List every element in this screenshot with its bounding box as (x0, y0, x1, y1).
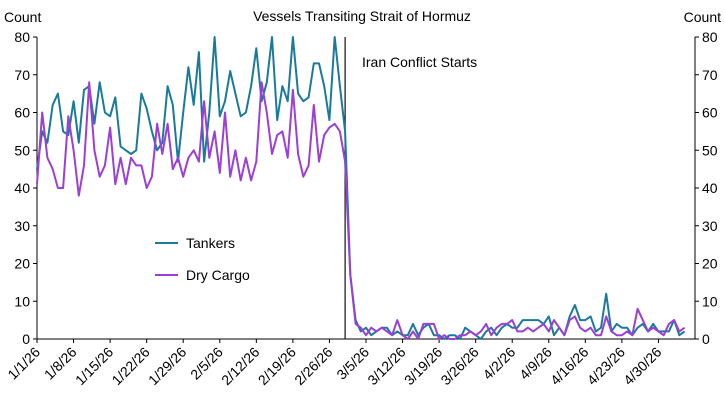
legend-label: Dry Cargo (186, 267, 250, 283)
y-tick-label-right: 50 (702, 142, 718, 158)
legend: Tankers Dry Cargo (155, 235, 250, 283)
y-axis-label-right: Count (684, 9, 721, 25)
x-tick-label: 2/26/26 (291, 344, 335, 388)
x-tick-label: 4/23/26 (584, 344, 628, 388)
y-tick-label-left: 0 (22, 331, 30, 347)
y-tick-label-right: 10 (702, 293, 718, 309)
y-tick-label-right: 40 (702, 180, 718, 196)
x-tick-label: 3/26/26 (437, 344, 481, 388)
x-tick-label: 1/1/26 (4, 344, 43, 383)
y-tick-label-right: 70 (702, 67, 718, 83)
x-tick-label: 4/2/26 (479, 344, 518, 383)
y-tick-label-right: 80 (702, 29, 718, 45)
x-tick-label: 1/29/26 (145, 344, 189, 388)
x-tick-label: 3/12/26 (364, 344, 408, 388)
y-axis-label-left: Count (4, 9, 41, 25)
y-tick-label-left: 70 (14, 67, 30, 83)
y-axis-left: 0 10 20 30 40 50 60 70 80 (14, 29, 38, 347)
chart-title: Vessels Transiting Strait of Hormuz (253, 8, 471, 24)
y-tick-label-left: 10 (14, 293, 30, 309)
y-tick-label-right: 20 (702, 256, 718, 272)
x-axis: 1/1/261/8/261/15/261/22/261/29/262/5/262… (4, 338, 695, 388)
y-tick-label-left: 60 (14, 105, 30, 121)
x-tick-label: 1/15/26 (72, 344, 116, 388)
x-tick-label: 1/22/26 (108, 344, 152, 388)
y-tick-label-left: 50 (14, 142, 30, 158)
x-tick-label: 2/19/26 (255, 344, 299, 388)
series-line-dry-cargo (36, 81, 686, 340)
x-tick-label: 3/19/26 (401, 344, 445, 388)
y-tick-label-right: 0 (702, 331, 710, 347)
y-axis-right: 0 10 20 30 40 50 60 70 80 (694, 29, 718, 347)
x-tick-label: 4/30/26 (620, 344, 664, 388)
y-tick-label-left: 30 (14, 218, 30, 234)
y-tick-label-right: 30 (702, 218, 718, 234)
annotation-label: Iran Conflict Starts (362, 54, 477, 70)
x-tick-label: 2/12/26 (218, 344, 262, 388)
y-tick-label-left: 40 (14, 180, 30, 196)
x-tick-label: 4/16/26 (547, 344, 591, 388)
legend-label: Tankers (186, 235, 235, 251)
series-lines (36, 36, 686, 340)
series-line-tankers (36, 36, 686, 340)
y-tick-label-right: 60 (702, 105, 718, 121)
y-tick-label-left: 20 (14, 256, 30, 272)
y-tick-label-left: 80 (14, 29, 30, 45)
